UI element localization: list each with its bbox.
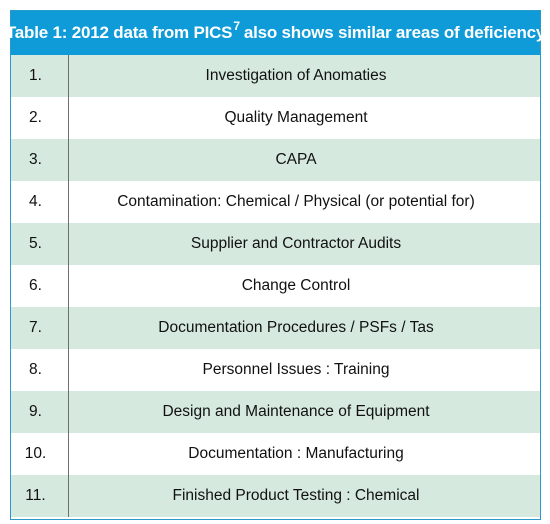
row-number: 7. [29,319,42,336]
table-row: 1. Investigation of Anomaties [11,55,540,97]
table-row: 11. Finished Product Testing : Chemical [11,475,540,517]
table-row: 5. Supplier and Contractor Audits [11,223,540,265]
row-number: 11. [25,487,46,504]
table-title-superscript: 7 [233,19,240,33]
row-item: Design and Maintenance of Equipment [162,403,430,420]
row-item: Supplier and Contractor Audits [190,235,402,252]
row-number: 5. [29,235,42,252]
row-number: 10. [24,445,47,462]
row-number: 1. [29,67,42,84]
row-number: 9. [29,403,42,420]
row-item: Contamination: Chemical / Physical (or p… [117,193,475,210]
row-number: 4. [29,193,42,210]
row-number: 3. [29,151,42,168]
table-title-main: Table 1: 2012 data from PICS [5,23,233,42]
row-item: Quality Management [224,109,368,126]
column-divider [68,55,69,517]
row-number: 6. [29,277,42,294]
table-title: Table 1: 2012 data from PICS 7 also shows … [6,11,545,55]
table-row: 10. Documentation : Manufacturing [11,433,540,475]
table-title-rest: also shows similar areas of deficiency [243,23,546,42]
row-item: Documentation : Manufacturing [188,445,404,462]
table-row: 3. CAPA [11,139,540,181]
table-row: 4. Contamination: Chemical / Physical (o… [11,181,540,223]
table-row: 2. Quality Management [11,97,540,139]
row-item: Documentation Procedures / PSFs / Tas [158,319,434,336]
deficiency-table: Table 1: 2012 data from PICS 7 also shows … [6,10,545,520]
row-number: 8. [29,361,42,378]
row-number: 2. [29,109,42,126]
row-item: Investigation of Anomaties [205,67,387,84]
row-item: Personnel Issues : Training [202,361,390,378]
row-item: Finished Product Testing : Chemical [172,487,420,504]
table-body: 1. Investigation of Anomaties 2. Quality… [11,55,540,517]
row-item: Change Control [241,277,351,294]
table-row: 9. Design and Maintenance of Equipment [11,391,540,433]
row-item: CAPA [275,151,317,168]
table-row: 6. Change Control [11,265,540,307]
table-row: 8. Personnel Issues : Training [11,349,540,391]
table-row: 7. Documentation Procedures / PSFs / Tas [11,307,540,349]
